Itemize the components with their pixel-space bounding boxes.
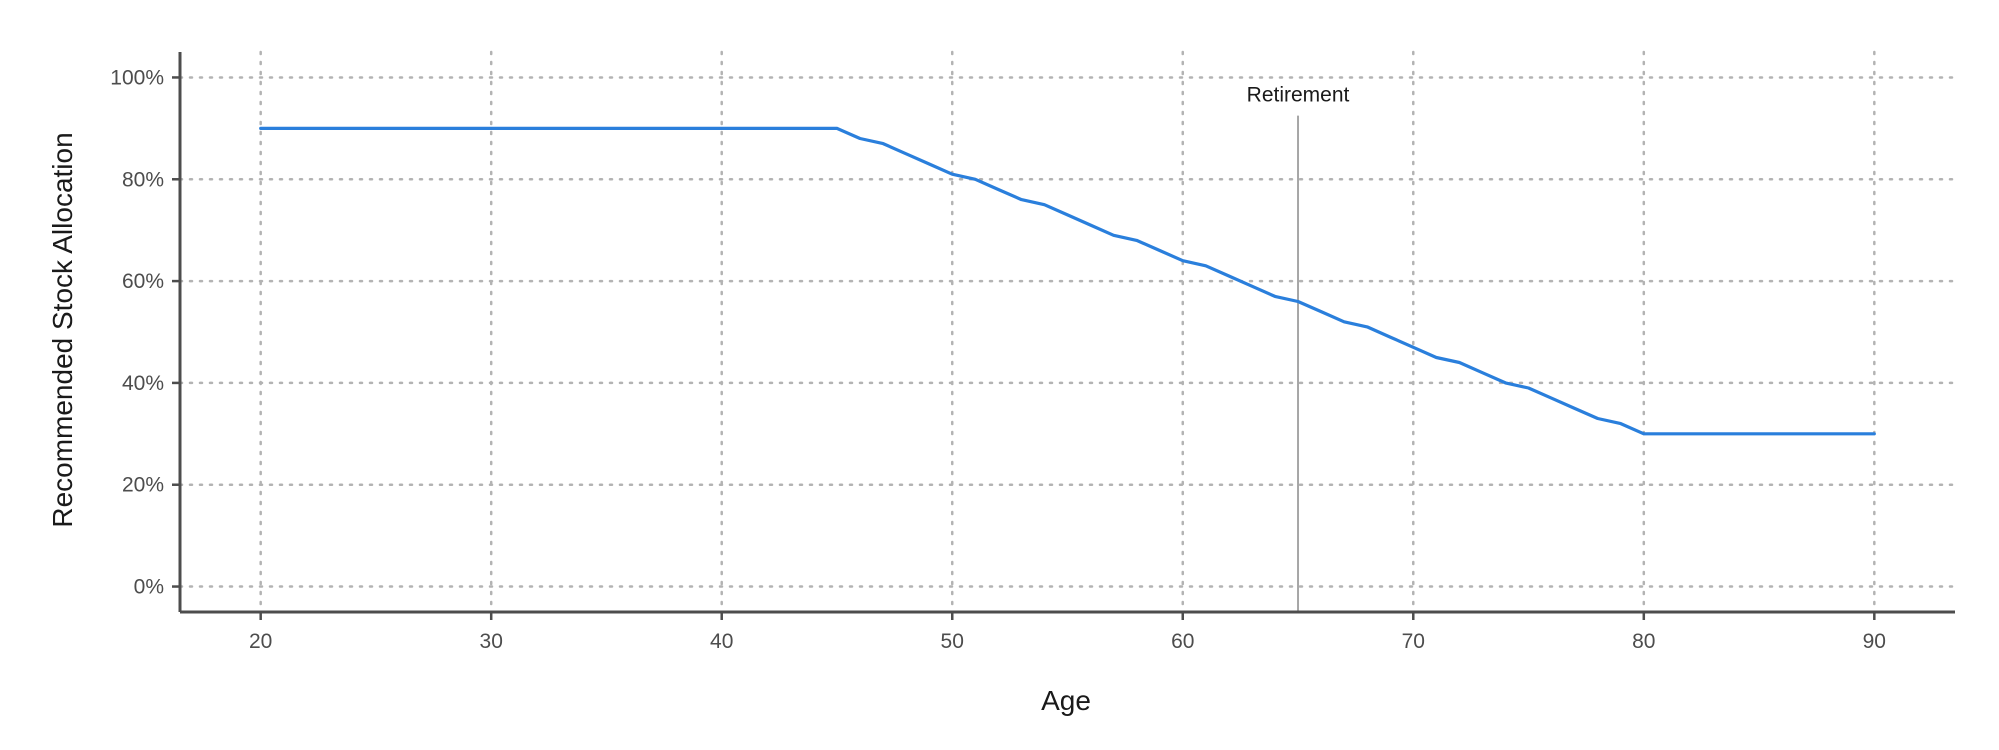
axis-layer: 0% 20% 40% 60% 80% 100% 20 30 40 50 60 70 80 90 bbox=[110, 52, 1955, 653]
x-tick-label-2: 40 bbox=[710, 630, 733, 653]
x-tick-label-5: 70 bbox=[1402, 630, 1425, 653]
annotation-layer: Retirement bbox=[1247, 84, 1350, 612]
y-axis-title: Recommended Stock Allocation bbox=[47, 132, 78, 527]
x-tick-label-7: 90 bbox=[1863, 630, 1886, 653]
x-tick-label-0: 20 bbox=[249, 630, 272, 653]
x-tick-label-4: 60 bbox=[1171, 630, 1194, 653]
y-tick-label-4: 80% bbox=[122, 168, 164, 191]
grid-layer bbox=[178, 50, 1957, 614]
y-tick-label-3: 60% bbox=[122, 270, 164, 293]
x-tick-label-1: 30 bbox=[480, 630, 503, 653]
y-tick-label-2: 40% bbox=[122, 372, 164, 395]
y-tick-label-1: 20% bbox=[122, 474, 164, 497]
retirement-label: Retirement bbox=[1247, 84, 1350, 107]
x-tick-label-6: 80 bbox=[1632, 630, 1655, 653]
x-axis-title: Age bbox=[1041, 685, 1091, 716]
series-line-0 bbox=[259, 126, 1876, 436]
series-layer bbox=[259, 126, 1876, 436]
y-tick-label-0: 0% bbox=[134, 576, 164, 599]
x-tick-label-3: 50 bbox=[941, 630, 964, 653]
y-tick-label-5: 100% bbox=[110, 66, 164, 89]
